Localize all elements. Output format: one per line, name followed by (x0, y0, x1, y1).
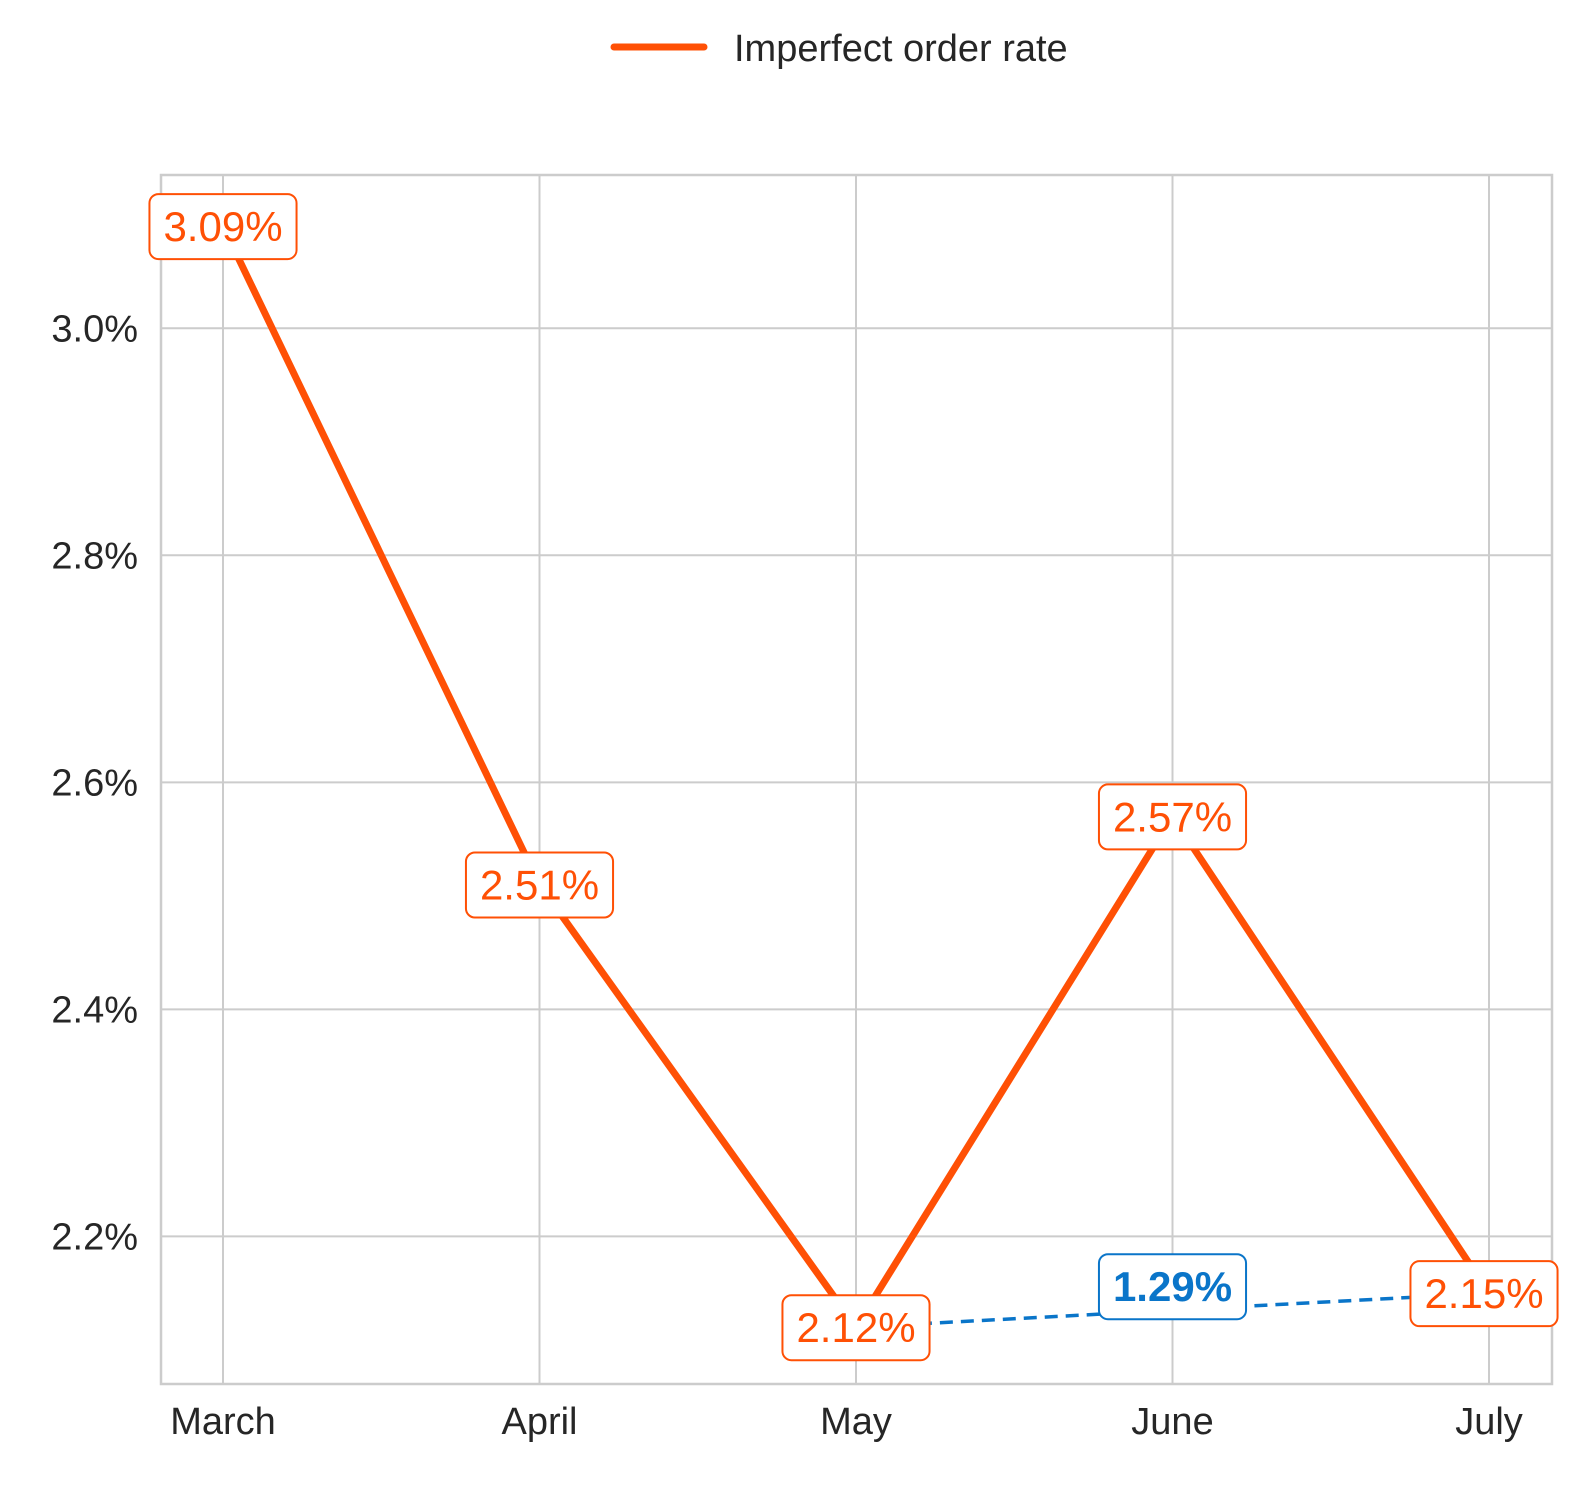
y-tick-label: 3.0% (51, 308, 138, 350)
x-tick-label: July (1455, 1401, 1523, 1443)
x-tick-label: June (1131, 1401, 1213, 1443)
data-label-text: 2.51% (480, 862, 599, 909)
legend: Imperfect order rate (610, 28, 1068, 70)
x-tick-label: March (170, 1401, 276, 1443)
annotation-label-box (1097, 1253, 1248, 1321)
data-label-text: 2.12% (796, 1304, 915, 1351)
data-label-box (781, 1294, 931, 1362)
data-label: 2.15% (1409, 1260, 1559, 1328)
data-label-box (1097, 783, 1248, 851)
y-tick-label: 2.4% (51, 989, 138, 1031)
data-label-box (1409, 1260, 1559, 1328)
data-labels: 3.09% 2.51% 2.12% 2.57% 2.15% (148, 193, 1559, 1362)
data-label: 2.12% (781, 1294, 931, 1362)
data-label: 2.57% (1097, 783, 1248, 851)
x-tick-label: May (820, 1401, 892, 1443)
data-label: 2.51% (464, 851, 615, 919)
y-axis: 2.2% 2.4% 2.6% 2.8% 3.0% (51, 308, 138, 1258)
data-label-box (148, 193, 298, 261)
data-label: 3.09% (148, 193, 298, 261)
x-tick-label: April (501, 1401, 577, 1443)
y-tick-label: 2.8% (51, 535, 138, 577)
y-tick-label: 2.2% (51, 1216, 138, 1258)
annotation-label: 1.29% (1097, 1253, 1248, 1321)
grid (161, 175, 1552, 1384)
annotation-layer: 1.29% (855, 1253, 1490, 1329)
plot-frame (159, 173, 1554, 1386)
y-tick-label: 2.6% (51, 762, 138, 804)
data-label-box (464, 851, 615, 919)
annotation-label-text: 1.29% (1113, 1263, 1232, 1310)
x-axis: March April May June July (170, 1401, 1523, 1443)
legend-label: Imperfect order rate (734, 28, 1068, 70)
data-label-text: 2.15% (1424, 1270, 1543, 1317)
data-label-text: 2.57% (1113, 793, 1232, 840)
data-label-text: 3.09% (163, 203, 282, 250)
